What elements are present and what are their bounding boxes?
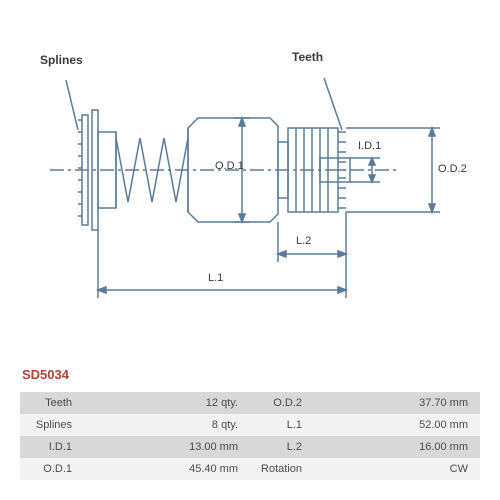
spec-key: Rotation (250, 458, 310, 480)
technical-drawing: Splines Teeth O.D.1 I.D.1 O.D.2 L.2 L.1 (20, 20, 480, 340)
spec-val: 16.00 mm (310, 436, 480, 458)
spec-key: L.2 (250, 436, 310, 458)
spec-table: Teeth12 qty.O.D.237.70 mmSplines8 qty.L.… (20, 392, 480, 480)
table-row: I.D.113.00 mmL.216.00 mm (20, 436, 480, 458)
table-row: Splines8 qty.L.152.00 mm (20, 414, 480, 436)
table-row: Teeth12 qty.O.D.237.70 mm (20, 392, 480, 414)
spec-key: L.1 (250, 414, 310, 436)
spec-key: O.D.2 (250, 392, 310, 414)
dim-id1: I.D.1 (358, 140, 381, 152)
spec-val: CW (310, 458, 480, 480)
spec-val: 52.00 mm (310, 414, 480, 436)
drawing-svg (20, 20, 480, 340)
dim-od1: O.D.1 (215, 160, 244, 172)
spec-key: Teeth (20, 392, 80, 414)
dim-od2: O.D.2 (438, 163, 467, 175)
spec-key: O.D.1 (20, 458, 80, 480)
spec-val: 12 qty. (80, 392, 250, 414)
dim-l1: L.1 (208, 272, 223, 284)
dim-l2: L.2 (296, 235, 311, 247)
spec-key: I.D.1 (20, 436, 80, 458)
spec-val: 37.70 mm (310, 392, 480, 414)
label-splines: Splines (40, 53, 83, 67)
spec-val: 8 qty. (80, 414, 250, 436)
spec-val: 45.40 mm (80, 458, 250, 480)
label-teeth: Teeth (292, 50, 323, 64)
spec-key: Splines (20, 414, 80, 436)
spec-val: 13.00 mm (80, 436, 250, 458)
product-code: SD5034 (22, 367, 69, 382)
table-row: O.D.145.40 mmRotationCW (20, 458, 480, 480)
